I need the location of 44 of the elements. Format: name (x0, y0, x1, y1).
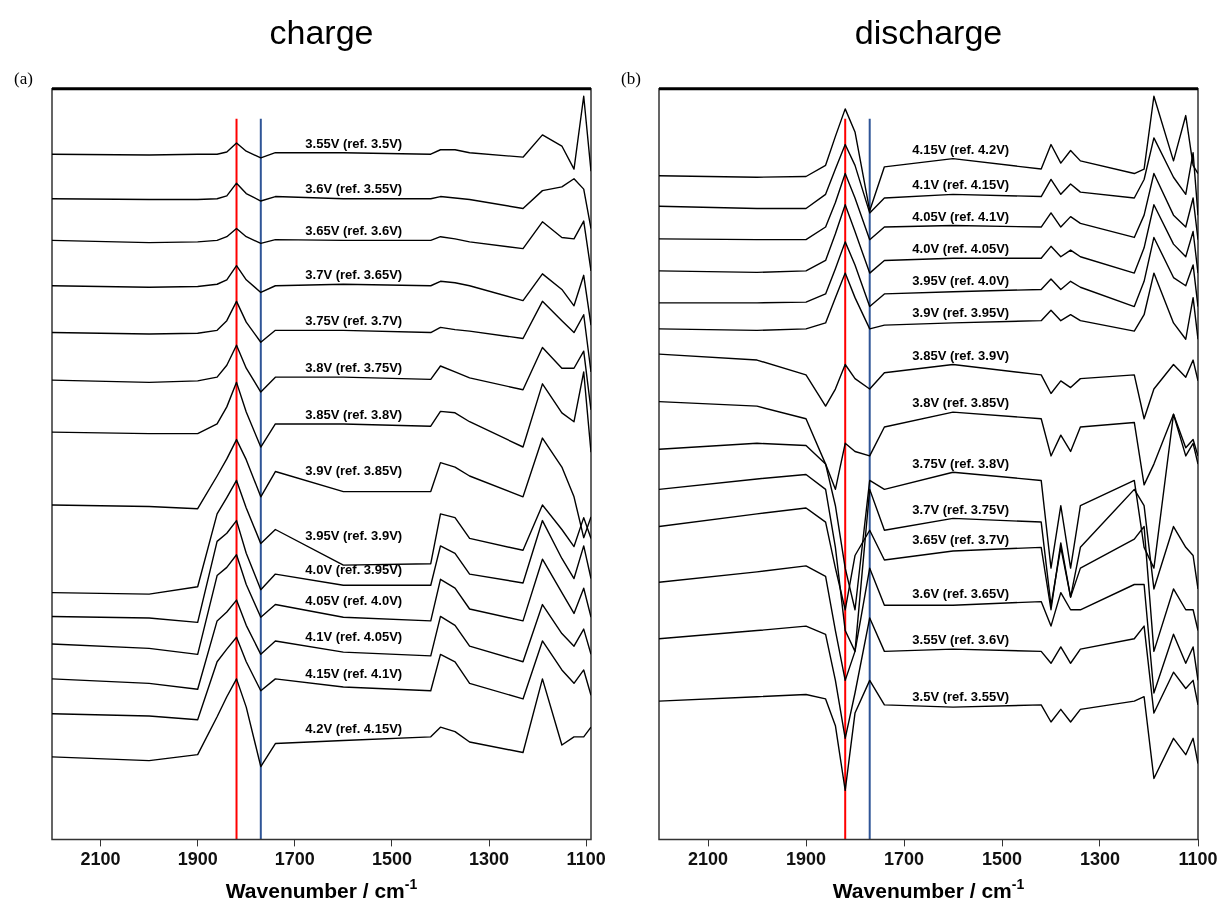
series-label: 3.85V (ref. 3.8V) (305, 407, 403, 423)
series-label: 4.1V (ref. 4.15V) (912, 177, 1010, 193)
series-label: 3.75V (ref. 3.8V) (912, 455, 1010, 471)
series-label: 3.6V (ref. 3.55V) (305, 180, 403, 196)
series-label: 3.65V (ref. 3.6V) (305, 223, 403, 239)
x-tick-label: 1900 (785, 849, 827, 870)
series-label: 3.55V (ref. 3.6V) (912, 632, 1010, 648)
series-label: 3.7V (ref. 3.75V) (912, 501, 1010, 517)
x-tick-label: 1700 (883, 849, 925, 870)
chart-title: charge (269, 12, 374, 51)
series-label: 3.7V (ref. 3.65V) (305, 267, 403, 283)
x-tick-label: 1500 (981, 849, 1023, 870)
series-label: 3.55V (ref. 3.5V) (305, 135, 403, 151)
series-label: 3.8V (ref. 3.75V) (305, 360, 403, 376)
x-tick-label: 1100 (566, 849, 606, 870)
series-label: 4.0V (ref. 3.95V) (305, 562, 403, 578)
series-label: 4.15V (ref. 4.1V) (305, 665, 403, 681)
series-label: 3.75V (ref. 3.7V) (305, 313, 403, 329)
series-label: 4.05V (ref. 4.1V) (912, 208, 1010, 224)
series-label: 4.15V (ref. 4.2V) (912, 141, 1010, 157)
text: (a) (14, 68, 33, 88)
series-label: 3.8V (ref. 3.85V) (912, 395, 1010, 411)
series-label: 3.85V (ref. 3.9V) (912, 347, 1010, 363)
series-label: 3.5V (ref. 3.55V) (912, 688, 1010, 704)
x-tick-label: 2100 (687, 849, 729, 870)
series-label: 4.0V (ref. 4.05V) (912, 241, 1010, 257)
text: (b) (621, 68, 641, 88)
x-tick-label: 1900 (177, 849, 218, 870)
x-tick-label: 1100 (1178, 849, 1218, 870)
x-tick-label: 1500 (371, 849, 412, 870)
series-label: 3.9V (ref. 3.95V) (912, 304, 1010, 320)
series-label: 4.2V (ref. 4.15V) (305, 721, 403, 737)
x-tick-label: 1300 (469, 849, 510, 870)
series-label: 3.65V (ref. 3.7V) (912, 531, 1010, 547)
x-tick-label: 2100 (80, 849, 121, 870)
series-label: 4.05V (ref. 4.0V) (305, 593, 403, 609)
series-label: 3.95V (ref. 4.0V) (912, 273, 1010, 289)
series-label: 3.6V (ref. 3.65V) (912, 586, 1010, 602)
series-label: 4.1V (ref. 4.05V) (305, 628, 403, 644)
series-label: 3.95V (ref. 3.9V) (305, 528, 403, 544)
x-tick-label: 1700 (274, 849, 315, 870)
x-tick-label: 1300 (1079, 849, 1121, 870)
chart-title: discharge (854, 12, 1003, 51)
series-label: 3.9V (ref. 3.85V) (305, 463, 403, 479)
